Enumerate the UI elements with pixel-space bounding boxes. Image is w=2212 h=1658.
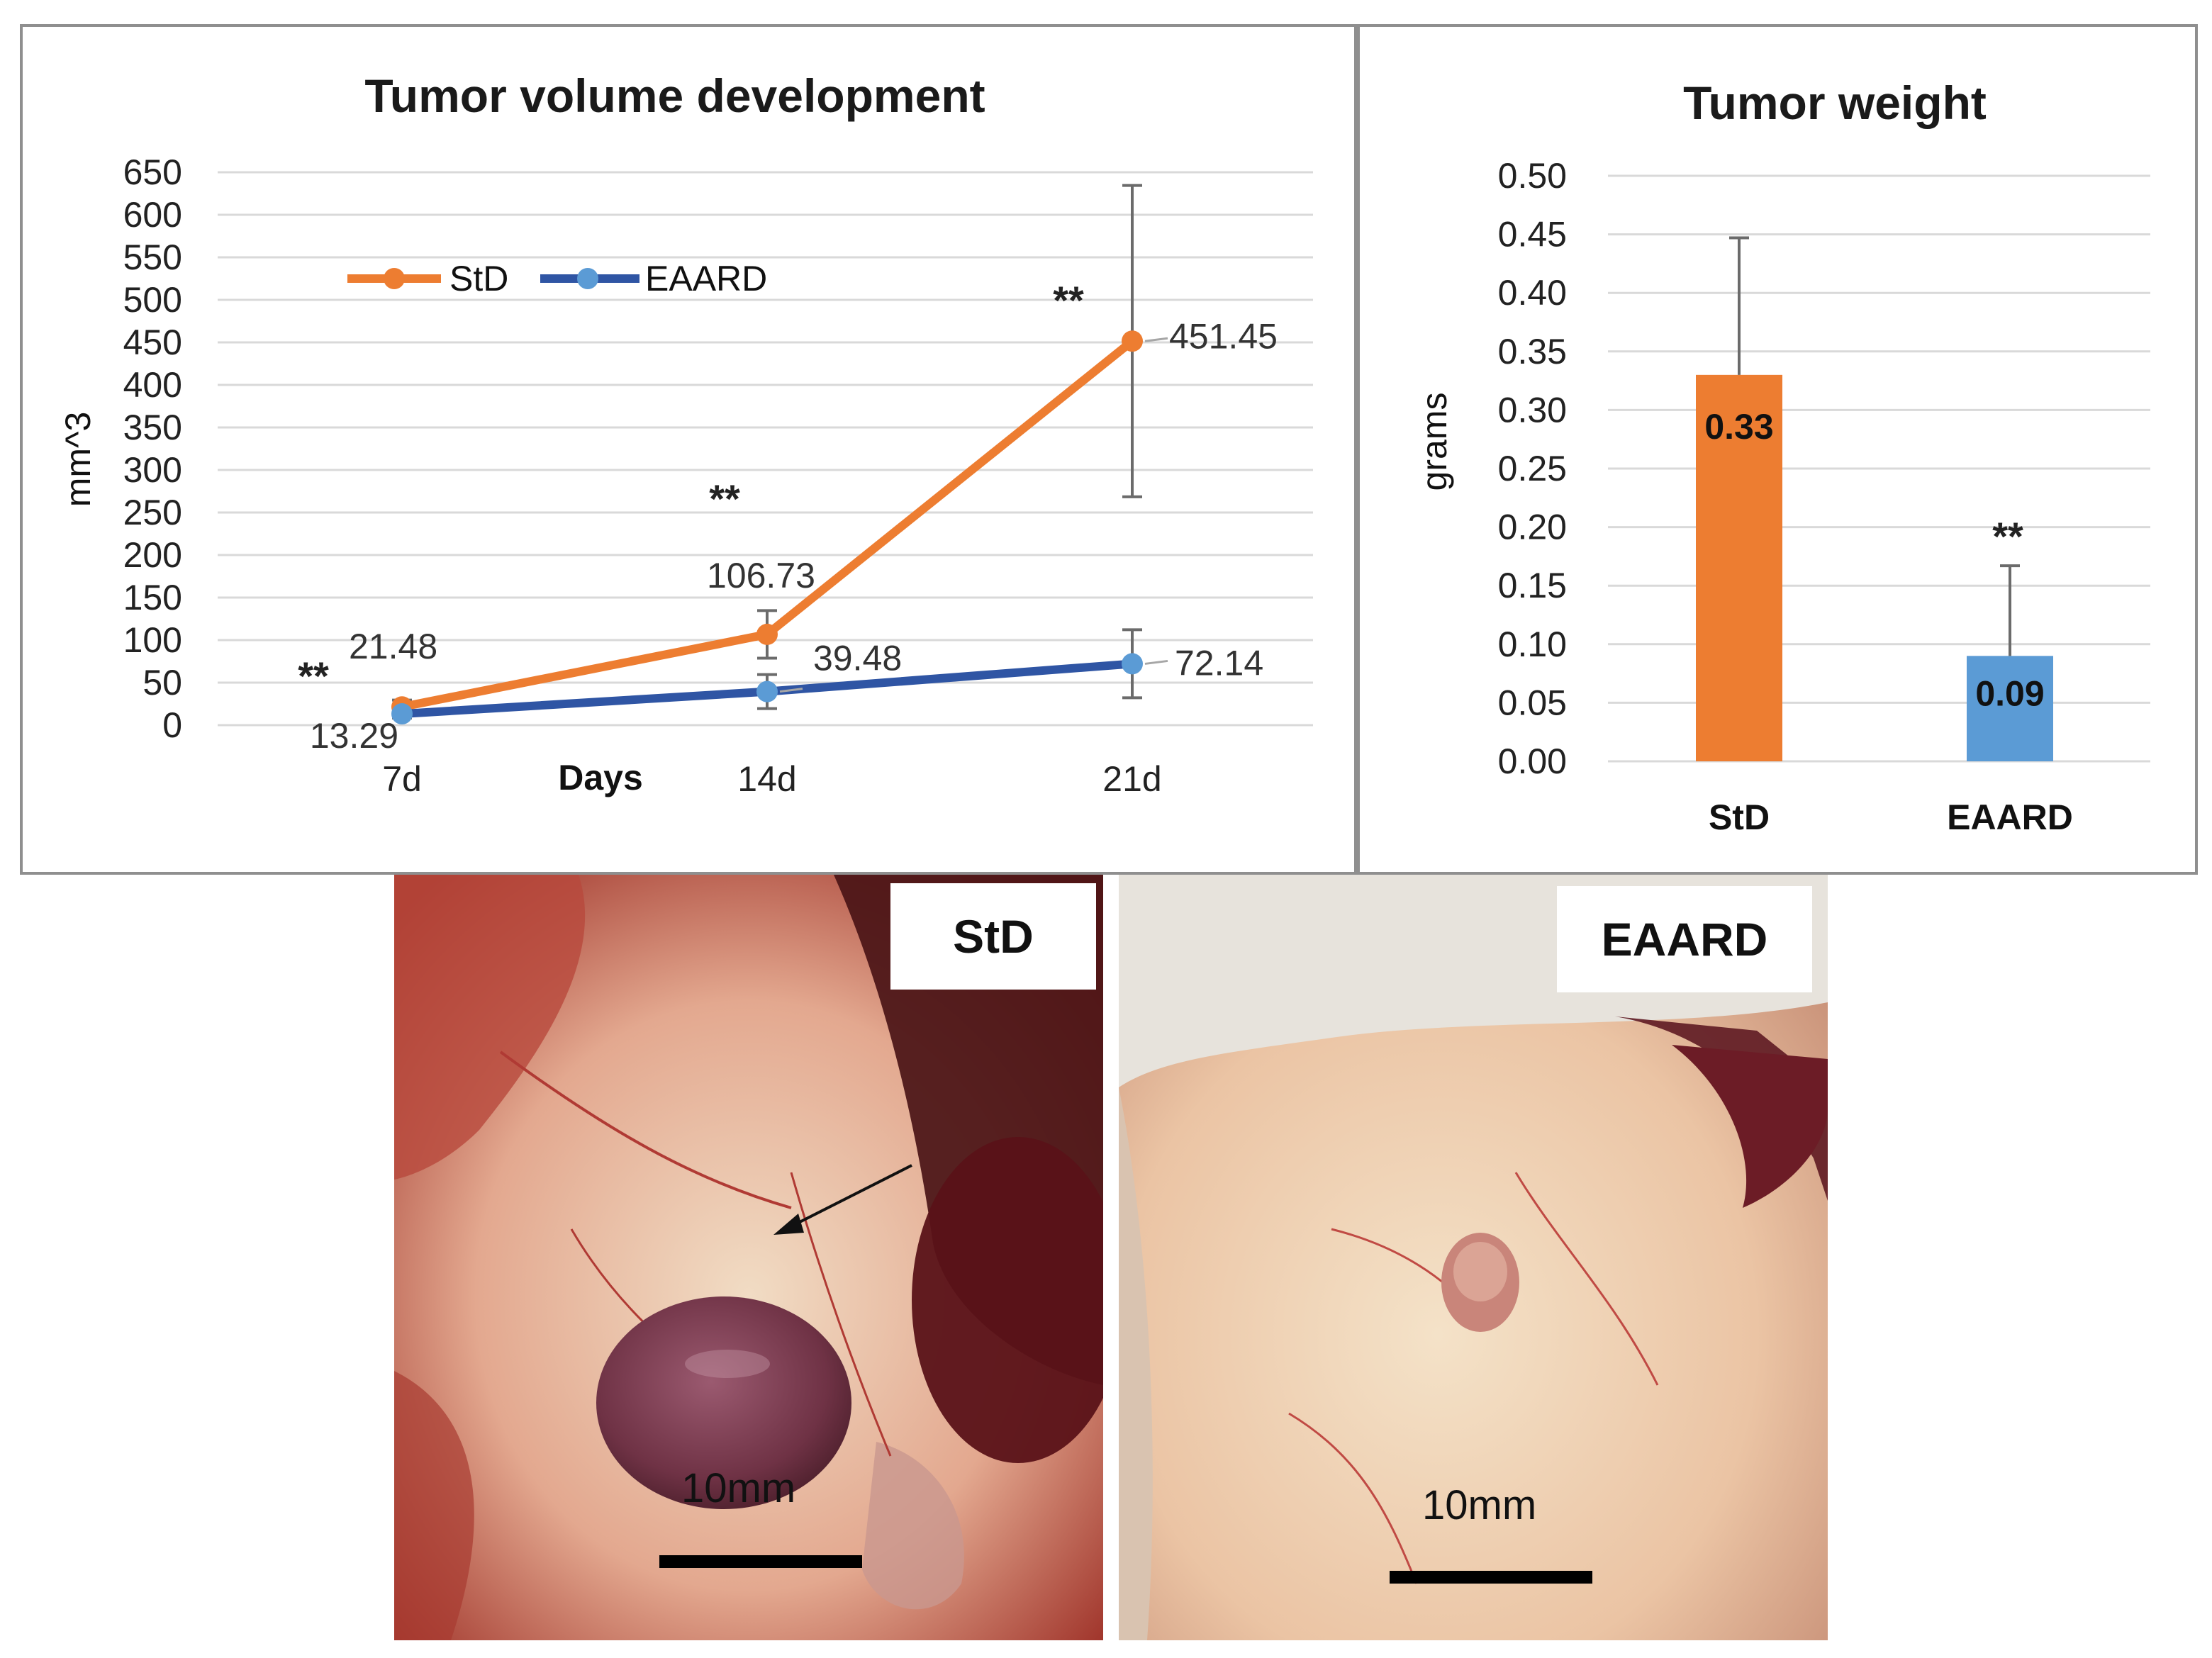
bar-y-tick-label: 0.10 bbox=[1498, 624, 1567, 664]
std-scale-label: 10mm bbox=[681, 1465, 796, 1511]
line-y-tick-label: 500 bbox=[123, 280, 182, 320]
bar-significance-marker: ** bbox=[1992, 514, 2023, 559]
legend-std-marker bbox=[384, 268, 405, 289]
line-x-axis-label: Days bbox=[558, 758, 643, 797]
line-series-group: 21.48 106.73 451.45 13.29 39.48 72.14 ** ** ** bbox=[298, 184, 1278, 756]
line-y-tick-label: 550 bbox=[123, 237, 182, 277]
line-y-tick-label: 150 bbox=[123, 578, 182, 617]
line-y-axis-label: mm^3 bbox=[58, 412, 98, 508]
bar-y-axis-label: grams bbox=[1414, 393, 1454, 491]
line-y-tick-label: 350 bbox=[123, 408, 182, 447]
line-gridlines bbox=[218, 171, 1313, 727]
line-data-label: 13.29 bbox=[310, 716, 398, 756]
bar-y-tick-label: 0.00 bbox=[1498, 741, 1567, 781]
line-x-ticks: 7d 14d 21d bbox=[382, 759, 1162, 799]
std-tumor-mass bbox=[596, 1296, 851, 1509]
eaard-scale-label: 10mm bbox=[1422, 1482, 1537, 1528]
line-point-std bbox=[1122, 330, 1143, 352]
line-x-tick-label: 14d bbox=[737, 759, 796, 799]
line-data-label: 106.73 bbox=[707, 556, 815, 595]
legend-eaard-label: EAARD bbox=[645, 259, 767, 298]
line-y-tick-label: 400 bbox=[123, 365, 182, 405]
line-y-tick-label: 0 bbox=[162, 705, 182, 745]
line-significance-marker: ** bbox=[1053, 278, 1084, 323]
line-y-tick-label: 650 bbox=[123, 152, 182, 192]
bar-eaard bbox=[1967, 656, 2053, 761]
std-photo-label: StD bbox=[890, 883, 1096, 990]
line-legend: StD EAARD bbox=[347, 259, 767, 298]
eaard-photo-label: EAARD bbox=[1557, 886, 1812, 992]
bar-y-tick-label: 0.30 bbox=[1498, 390, 1567, 430]
line-data-label: 21.48 bbox=[349, 627, 437, 666]
arrow-head-icon bbox=[773, 1214, 804, 1235]
tumor-pointer-arrow bbox=[791, 1164, 912, 1228]
line-data-label: 39.48 bbox=[813, 639, 902, 678]
bar-x-tick-label: EAARD bbox=[1947, 797, 2073, 837]
line-y-tick-label: 450 bbox=[123, 323, 182, 362]
bar-y-tick-label: 0.05 bbox=[1498, 683, 1567, 722]
eaard-scale-bar bbox=[1390, 1571, 1592, 1584]
tumor-volume-chart: Tumor volume development 050100150200250… bbox=[58, 69, 1313, 799]
bar-y-tick-label: 0.45 bbox=[1498, 215, 1567, 254]
line-y-tick-label: 300 bbox=[123, 450, 182, 490]
bar-std bbox=[1696, 374, 1782, 761]
legend-eaard-marker bbox=[577, 268, 598, 289]
line-label-leader bbox=[1144, 659, 1168, 665]
bar-y-tick-label: 0.20 bbox=[1498, 508, 1567, 547]
bar-y-tick-label: 0.15 bbox=[1498, 566, 1567, 605]
bar-chart-title: Tumor weight bbox=[1683, 77, 1987, 129]
bar-y-ticks: 0.00 0.05 0.10 0.15 0.20 0.25 0.30 0.35 0.40 0.45… bbox=[1498, 156, 1567, 781]
line-y-tick-label: 250 bbox=[123, 493, 182, 532]
line-significance-marker: ** bbox=[709, 476, 740, 521]
line-data-label: 451.45 bbox=[1169, 316, 1278, 356]
line-y-tick-label: 600 bbox=[123, 195, 182, 235]
std-tissue-image bbox=[394, 875, 1103, 1640]
line-significance-marker: ** bbox=[298, 654, 329, 698]
line-y-tick-label: 100 bbox=[123, 620, 182, 660]
tumor-weight-panel: Tumor weight 0.00 0.05 0.10 0.15 0.20 0.25 0.3… bbox=[1357, 24, 2198, 875]
std-scale-bar bbox=[659, 1555, 862, 1568]
bar-x-ticks: StD EAARD bbox=[1709, 797, 2073, 837]
legend-std-label: StD bbox=[449, 259, 508, 298]
bar-y-tick-label: 0.25 bbox=[1498, 449, 1567, 488]
line-x-tick-label: 21d bbox=[1102, 759, 1161, 799]
line-label-leader bbox=[1144, 337, 1168, 342]
line-y-tick-label: 50 bbox=[143, 663, 182, 702]
line-point-eaard bbox=[1122, 653, 1143, 675]
line-data-label: 72.14 bbox=[1175, 643, 1263, 683]
line-point-eaard bbox=[756, 680, 778, 702]
line-label-leader bbox=[779, 688, 803, 693]
bar-data-label: 0.09 bbox=[1975, 673, 2044, 713]
bar-y-tick-label: 0.50 bbox=[1498, 156, 1567, 196]
bar-y-tick-label: 0.40 bbox=[1498, 273, 1567, 313]
bar-series-group: 0.33 0.09 ** bbox=[1696, 236, 2053, 761]
line-point-eaard bbox=[391, 703, 413, 725]
bar-y-tick-label: 0.35 bbox=[1498, 332, 1567, 371]
bar-data-label: 0.33 bbox=[1704, 407, 1773, 447]
bar-x-tick-label: StD bbox=[1709, 797, 1770, 837]
line-x-tick-label: 7d bbox=[382, 759, 422, 799]
line-chart-title: Tumor volume development bbox=[364, 69, 985, 122]
eaard-tumor-photo: EAARD 10mm bbox=[1119, 875, 1828, 1640]
line-y-tick-label: 200 bbox=[123, 535, 182, 575]
tumor-volume-panel: Tumor volume development 0 50 100 150 200 250… bbox=[20, 24, 1357, 875]
std-tumor-photo: StD 10mm bbox=[394, 875, 1103, 1640]
line-point-std bbox=[756, 623, 778, 645]
tumor-weight-chart: Tumor weight 0.00 0.05 0.10 0.15 0.20 0.25 0.3… bbox=[1414, 77, 2150, 837]
bar-gridlines bbox=[1608, 174, 2150, 763]
